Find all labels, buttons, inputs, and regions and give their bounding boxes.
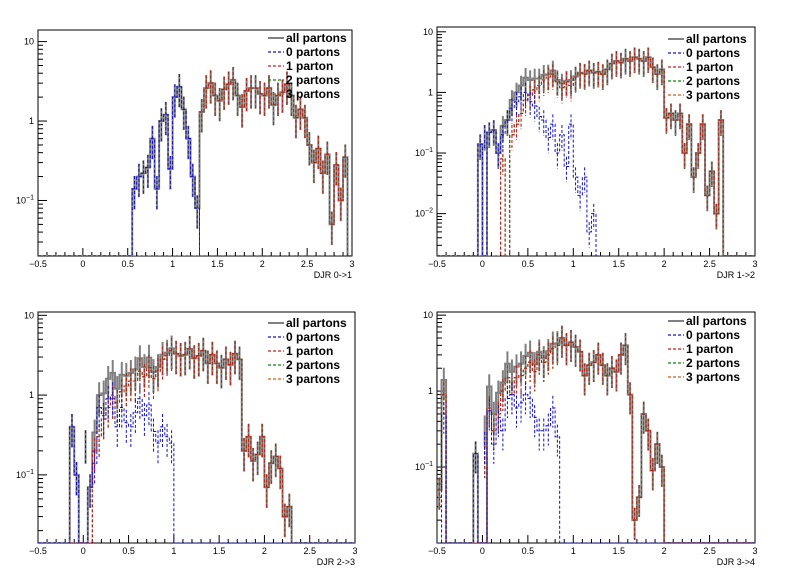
legend-label: 3 partons: [686, 88, 740, 102]
x-tick-label: 2.5: [703, 259, 716, 269]
series-1-parton: [437, 56, 755, 256]
x-tick-label: 1: [571, 259, 576, 269]
x-tick-label: 2.5: [703, 546, 716, 556]
x-tick-label: 1: [171, 546, 176, 556]
x-tick-label: 2: [662, 259, 667, 269]
y-tick-label: 10−1: [16, 469, 34, 480]
x-tick-label: 3: [752, 546, 757, 556]
x-axis-label: DJR 1->2: [717, 270, 755, 280]
y-tick-label: 1: [29, 390, 34, 400]
y-tick-label: 10: [24, 37, 34, 47]
legend-label: 1 parton: [286, 344, 333, 358]
legend-label: 0 partons: [686, 328, 740, 342]
y-tick-label: 1: [428, 87, 433, 97]
x-tick-label: 0.5: [522, 546, 535, 556]
legend-label: all partons: [286, 316, 347, 330]
x-tick-label: 2: [262, 546, 267, 556]
x-tick-label: −0.5: [29, 546, 47, 556]
x-axis-label: DJR 2->3: [317, 557, 355, 567]
x-tick-label: 0.5: [121, 259, 134, 269]
plot-area: [38, 335, 355, 543]
legend-label: 2 partons: [686, 74, 740, 88]
legend-label: 3 partons: [286, 372, 340, 386]
legend-label: 2 partons: [286, 73, 340, 87]
x-tick-label: 1.5: [612, 546, 625, 556]
y-tick-label: 10: [423, 310, 433, 320]
x-tick-label: 0: [80, 259, 85, 269]
y-tick-label: 10−2: [415, 208, 433, 219]
legend-label: 2 partons: [686, 356, 740, 370]
x-tick-label: 2: [260, 259, 265, 269]
legend-label: all partons: [686, 32, 747, 46]
y-tick-label: 1: [29, 116, 34, 126]
legend-label: all partons: [686, 314, 747, 328]
x-tick-label: 3: [752, 259, 757, 269]
y-tick-label: 10: [423, 27, 433, 37]
x-tick-label: 3: [352, 546, 357, 556]
plot-area: [38, 67, 352, 256]
series-1-parton: [437, 337, 755, 543]
x-tick-label: 2: [662, 546, 667, 556]
x-tick-label: 1.5: [211, 259, 224, 269]
series-0-partons: [38, 86, 352, 256]
x-axis-label: DJR 3->4: [717, 557, 755, 567]
x-tick-label: 2.5: [301, 259, 314, 269]
plot-frame: [436, 311, 756, 544]
x-tick-label: 1: [170, 259, 175, 269]
x-tick-label: 0.5: [522, 259, 535, 269]
legend-label: 0 partons: [286, 45, 340, 59]
legend-label: 0 partons: [686, 46, 740, 60]
x-tick-label: 1: [571, 546, 576, 556]
x-tick-label: 0.5: [122, 546, 135, 556]
legend-label: 3 partons: [286, 87, 340, 101]
x-tick-label: −0.5: [29, 259, 47, 269]
x-tick-label: 1.5: [213, 546, 226, 556]
y-tick-label: 10−1: [415, 147, 433, 158]
plot-area: [437, 325, 755, 543]
legend-label: 1 parton: [286, 59, 333, 73]
y-tick-label: 10: [24, 310, 34, 320]
series-0-partons: [437, 91, 755, 256]
x-tick-label: 0: [480, 546, 485, 556]
legend-label: 2 partons: [286, 358, 340, 372]
legend-label: 0 partons: [286, 330, 340, 344]
x-tick-label: 0: [81, 546, 86, 556]
x-tick-label: −0.5: [428, 546, 446, 556]
legend-label: all partons: [286, 31, 347, 45]
plot-area: [437, 47, 755, 256]
x-axis-label: DJR 0->1: [314, 270, 352, 280]
x-tick-label: 2.5: [303, 546, 316, 556]
series-0-partons: [38, 394, 355, 543]
x-tick-label: 3: [349, 259, 354, 269]
legend-label: 1 parton: [686, 342, 733, 356]
x-tick-label: 0: [480, 259, 485, 269]
x-tick-label: −0.5: [428, 259, 446, 269]
y-tick-label: 1: [428, 386, 433, 396]
y-tick-label: 10−1: [415, 461, 433, 472]
legend-label: 3 partons: [686, 370, 740, 384]
series-0-partons: [437, 394, 755, 543]
x-tick-label: 1.5: [612, 259, 625, 269]
legend-label: 1 parton: [686, 60, 733, 74]
y-tick-label: 10−1: [16, 194, 34, 205]
